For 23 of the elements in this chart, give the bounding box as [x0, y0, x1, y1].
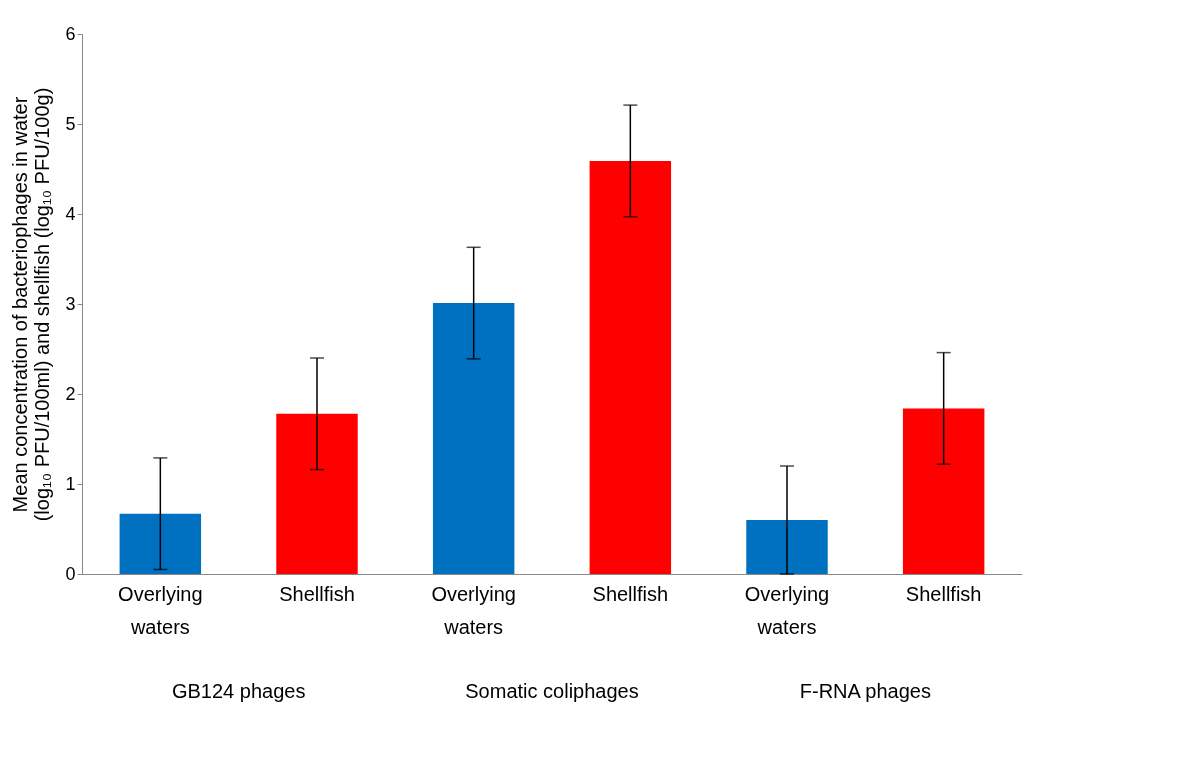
bar — [902, 408, 985, 574]
x-tick-label: Shellfish — [279, 582, 355, 605]
bar — [432, 303, 515, 574]
bar — [589, 160, 672, 574]
text: F-RNA phages — [799, 680, 931, 702]
bar — [746, 520, 828, 574]
bar — [276, 413, 358, 574]
x-tick-label: Overlying waters — [118, 582, 203, 638]
y-tick-label: 1 — [65, 473, 76, 494]
y-axis-title: Mean concentration of bacteriophages in water (log₁₀ PFU/100ml) and shellfish (log₁₀ PFU/100g) — [9, 87, 54, 522]
y-tick-label: 4 — [65, 203, 76, 224]
text: Somatic coliphages — [465, 680, 639, 702]
y-tick-label: 0 — [65, 563, 76, 584]
y-tick-label: 5 — [65, 113, 76, 134]
y-tick-label: 3 — [65, 293, 76, 314]
x-tick-label: Overlying waters — [744, 582, 830, 638]
y-tick-label: 2 — [65, 383, 76, 404]
x-tick-label: Shellfish — [905, 582, 982, 605]
x-tick-label: Shellfish — [592, 582, 669, 605]
y-tick-label: 6 — [65, 23, 76, 44]
text: GB124 phages — [171, 680, 306, 702]
bar — [119, 513, 202, 574]
x-tick-label: Overlying waters — [431, 582, 516, 638]
